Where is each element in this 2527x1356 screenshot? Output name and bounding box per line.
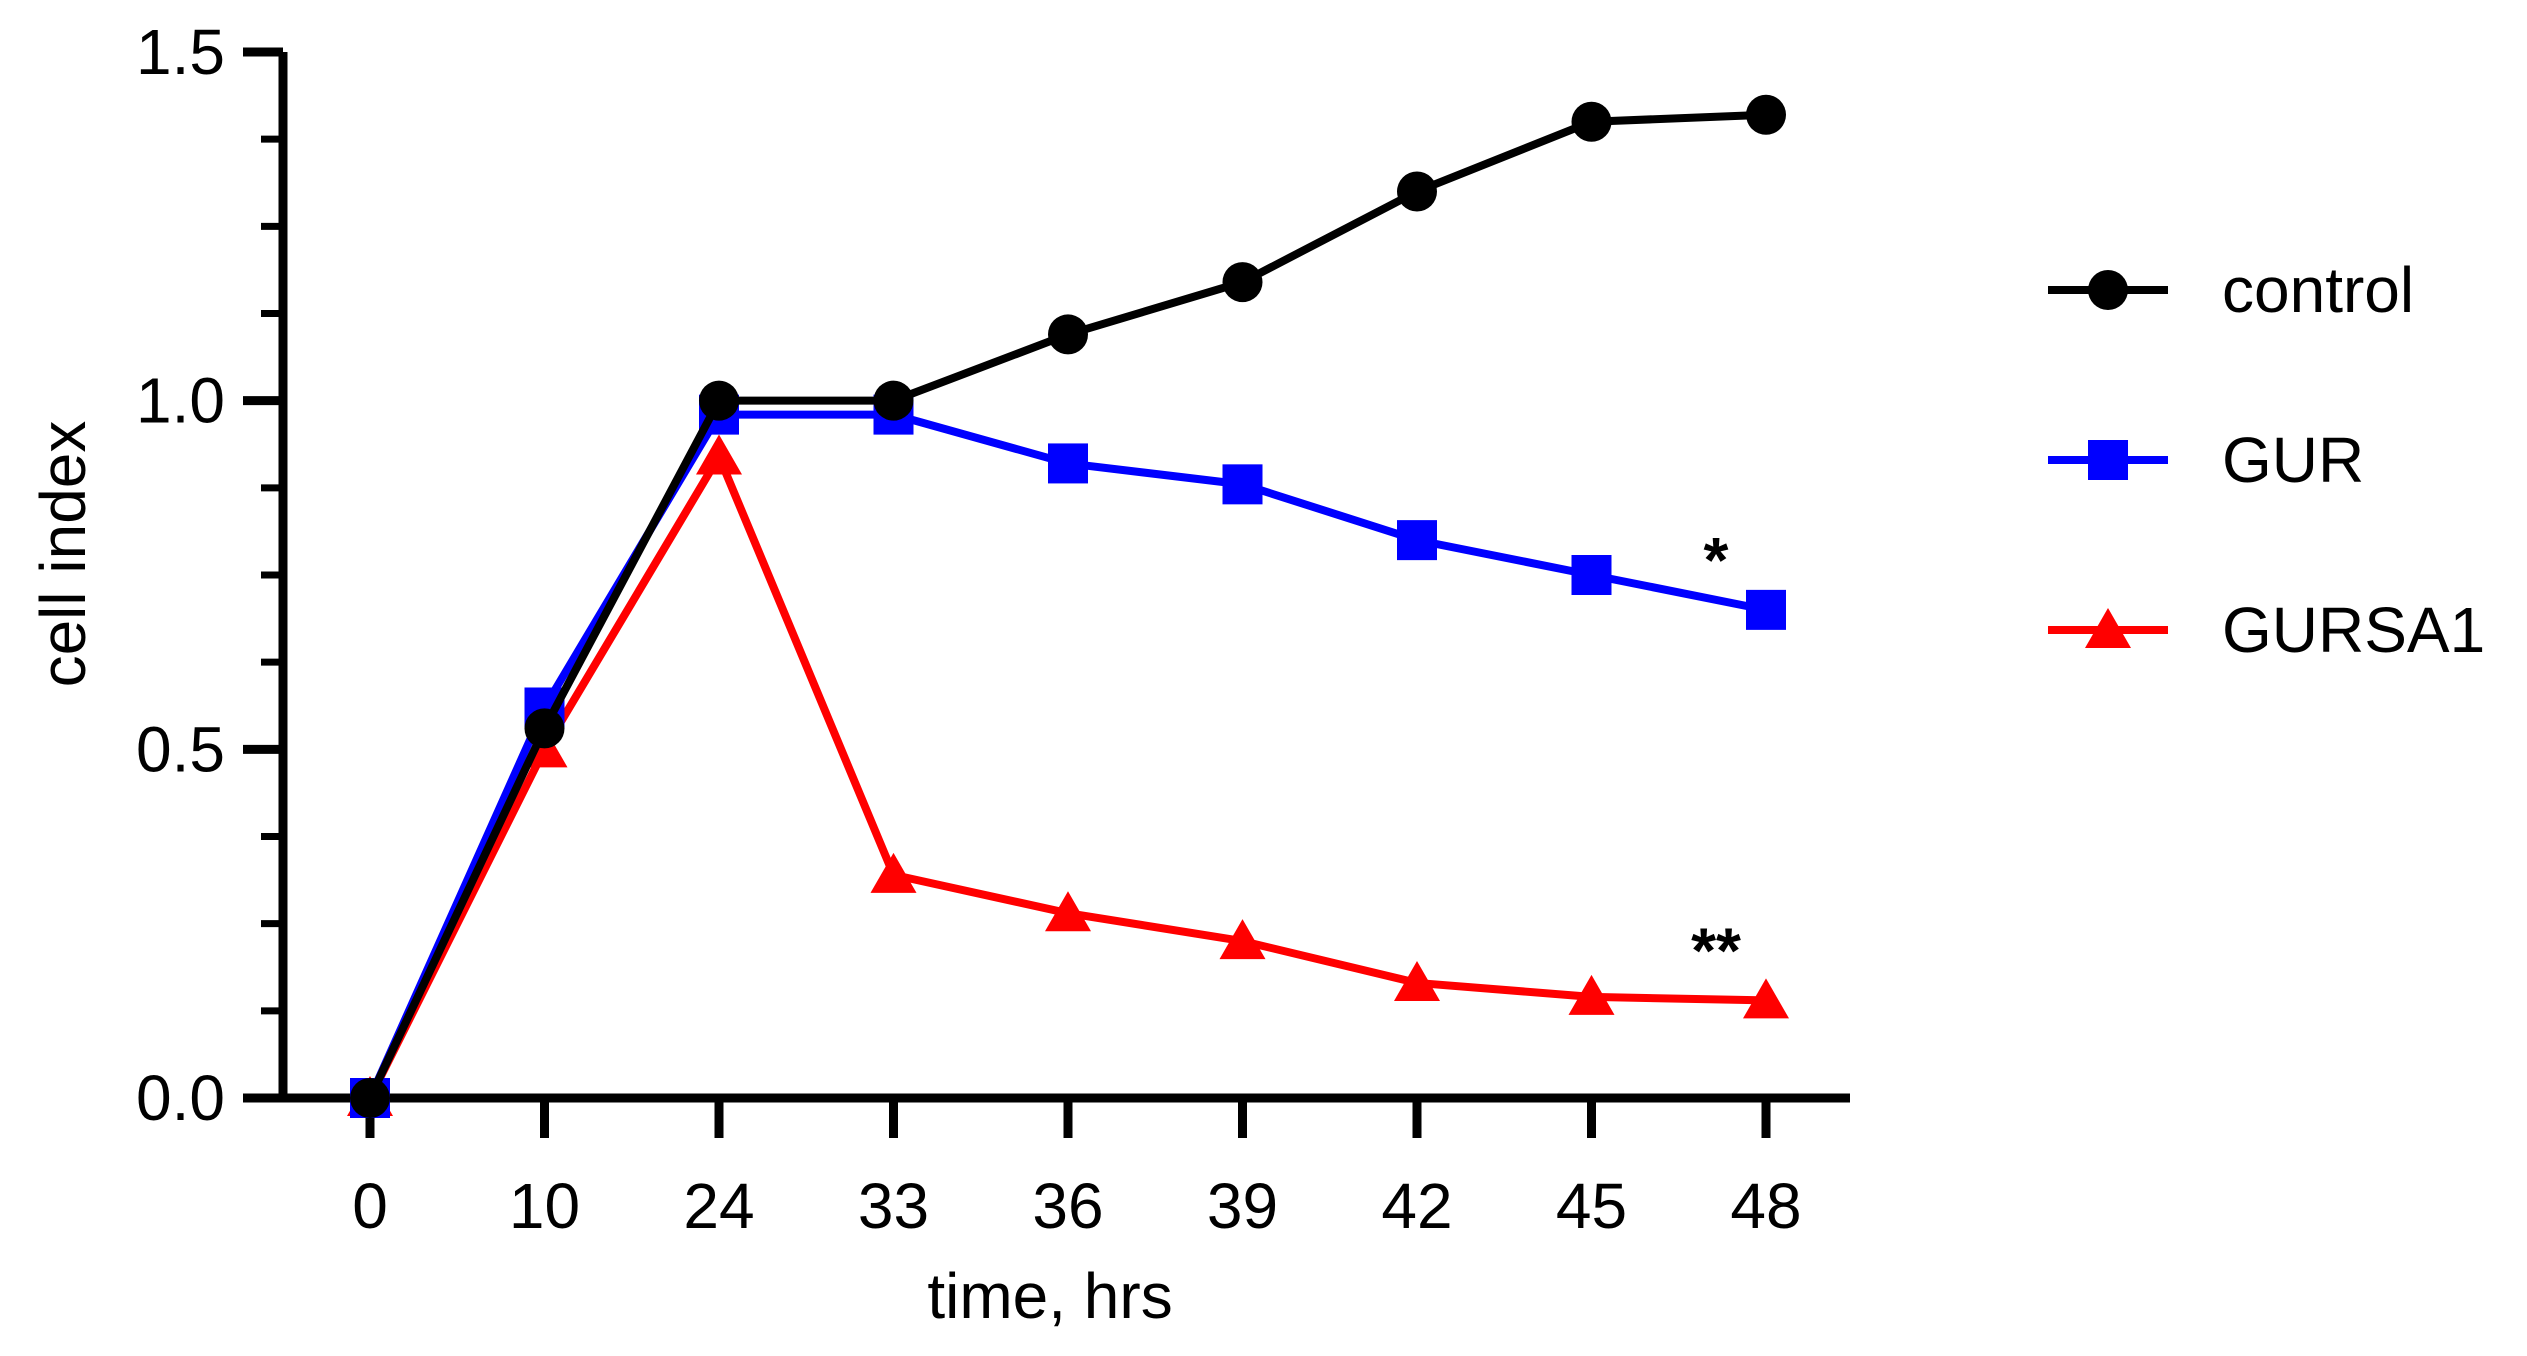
- data-point-control: [873, 380, 914, 421]
- legend-marker: [2088, 440, 2128, 480]
- legend-item-gur: GUR: [2048, 424, 2364, 496]
- y-tick-label: 1.5: [136, 16, 225, 88]
- data-point-gursa1: [1219, 919, 1266, 960]
- significance-annotation: **: [1691, 914, 1741, 986]
- data-point-control: [699, 380, 739, 421]
- data-point-control: [1746, 94, 1786, 135]
- data-point-control: [350, 1078, 390, 1118]
- data-point-gursa1: [1394, 960, 1440, 1001]
- x-tick-label: 48: [1730, 1170, 1801, 1242]
- x-tick-label: 45: [1556, 1170, 1627, 1242]
- data-point-gursa1: [870, 852, 917, 893]
- y-tick-label: 0.5: [136, 713, 225, 785]
- data-point-gur: [1048, 443, 1088, 484]
- legend-marker: [2088, 270, 2128, 310]
- significance-annotation: *: [1704, 524, 1729, 596]
- x-tick-label: 39: [1207, 1170, 1278, 1242]
- legend-item-gursa1: GURSA1: [2048, 594, 2485, 666]
- legend-marker: [2085, 608, 2131, 648]
- series-line-gursa1: [366, 452, 1767, 1100]
- x-tick-label: 36: [1032, 1170, 1103, 1242]
- data-point-control: [1571, 101, 1612, 142]
- series-gursa1: [347, 434, 1789, 1116]
- data-point-gursa1: [1568, 974, 1615, 1015]
- data-point-gur: [1746, 589, 1786, 630]
- y-tick-label: 0.0: [136, 1062, 225, 1134]
- legend-item-control: control: [2048, 254, 2414, 326]
- legend-label: GUR: [2222, 424, 2364, 496]
- x-axis-label: time, hrs: [927, 1260, 1172, 1332]
- x-tick-label: 10: [509, 1170, 580, 1242]
- data-point-gursa1: [1743, 978, 1789, 1019]
- series-control: [350, 94, 1786, 1118]
- x-tick-label: 24: [683, 1170, 754, 1242]
- data-point-control: [1222, 262, 1263, 303]
- y-axis-label: cell index: [27, 421, 99, 688]
- series-layer: ***: [347, 94, 1789, 1118]
- data-point-control: [524, 708, 565, 749]
- x-tick-label: 33: [858, 1170, 929, 1242]
- legend-label: GURSA1: [2222, 594, 2485, 666]
- data-point-gur: [1571, 555, 1612, 595]
- series-gur: [350, 394, 1786, 1118]
- legend: control GUR GURSA1: [2048, 254, 2485, 666]
- data-point-control: [1048, 314, 1088, 355]
- x-tick-label: 42: [1381, 1170, 1452, 1242]
- data-point-gur: [1222, 464, 1263, 505]
- data-point-control: [1397, 171, 1437, 212]
- x-tick-label: 0: [352, 1170, 388, 1242]
- axes: 0.0 0.5 1.0 1.5 0 10 24 33 36 39 42 45 48: [136, 16, 1850, 1242]
- data-point-gur: [1397, 520, 1437, 561]
- y-tick-label: 1.0: [136, 365, 225, 437]
- series-line-control: [366, 110, 1767, 1100]
- data-point-gursa1: [696, 434, 742, 475]
- legend-label: control: [2222, 254, 2414, 326]
- data-point-gursa1: [1045, 891, 1091, 932]
